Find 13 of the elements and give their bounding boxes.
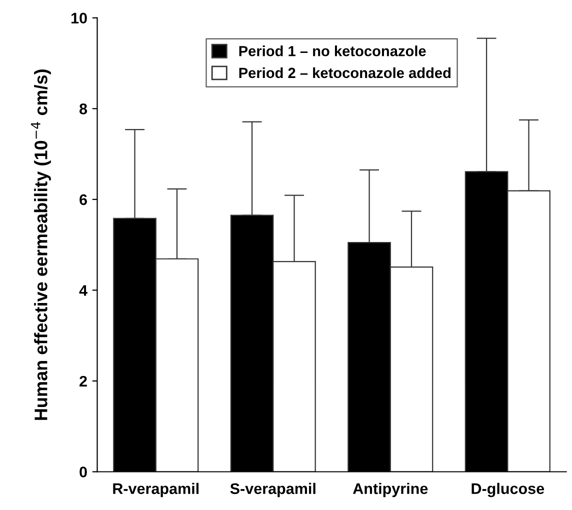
x-tick-label: D-glucose [472,482,544,498]
y-tick-label: 8 [80,104,88,114]
legend-label: Period 2 – ketoconazole added [239,67,451,78]
y-tick-label: 10 [71,12,87,24]
legend-label: Period 1 – no ketoconazole [239,46,426,56]
y-tick-label: 4 [79,285,88,296]
x-tick-label: S-verapamil [230,482,316,498]
y-tick-label: 6 [80,194,87,206]
x-tick-label: Antipyrine [353,482,428,498]
y-tick-label: 0 [80,466,87,478]
x-tick-label: R-verapamil [113,482,199,498]
y-tick-label: 2 [80,376,87,387]
y-axis-title: Human effective eermeability (10$^{−4}$ cm/s) [31,70,51,420]
